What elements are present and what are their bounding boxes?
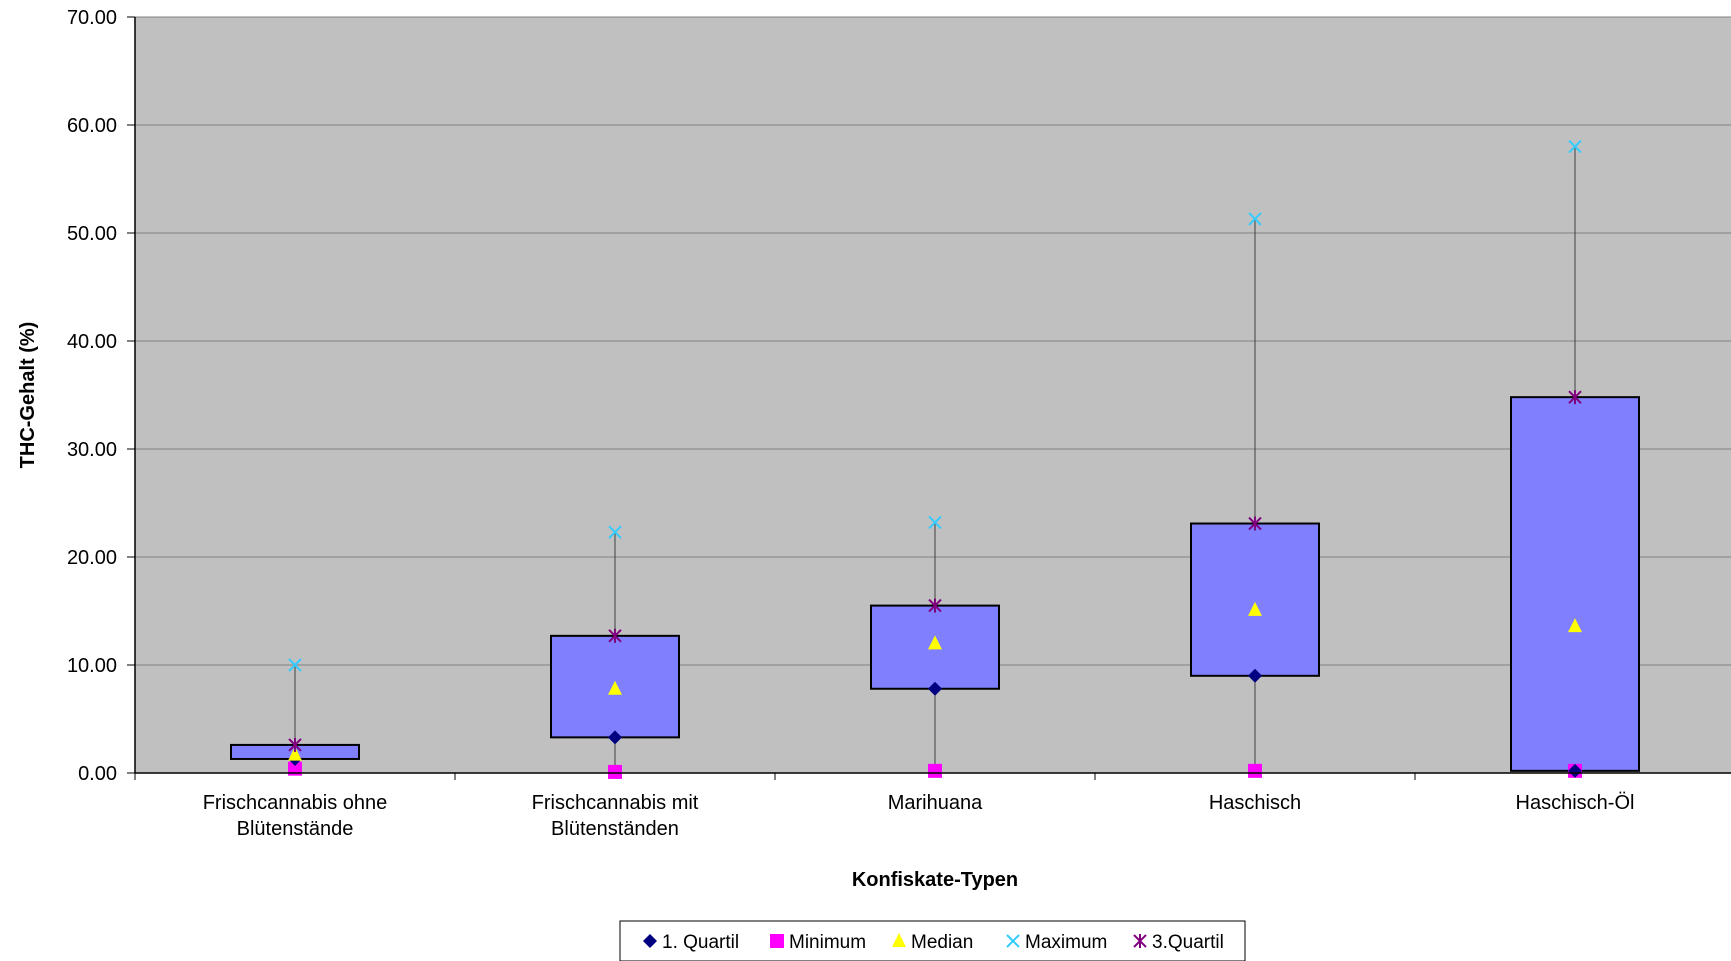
legend: 1. Quartil Minimum Median Maximum 3.Quartil (619, 920, 1246, 961)
x-tick-label: Blütenständen (551, 818, 679, 840)
data-point-x (608, 525, 622, 539)
data-point-triangle (1248, 601, 1262, 616)
legend-marker-diamond (643, 934, 657, 948)
data-point-star (928, 598, 942, 613)
x-tick-label: Blütenstände (237, 818, 354, 840)
marker-stroke (1568, 139, 1582, 154)
marker-stroke (928, 515, 942, 530)
x-tick-label: Marihuana (888, 792, 983, 814)
legend-item: 1. Quartil (643, 932, 739, 953)
data-point-square (288, 761, 302, 776)
y-axis-ticks: 0.00 10.00 20.00 30.00 40.00 50.00 60.00 70.00 (67, 7, 135, 785)
data-point-square (608, 764, 622, 779)
marker-stroke (1006, 934, 1020, 948)
data-markers (288, 139, 1582, 779)
legend-label: Maximum (1025, 932, 1107, 953)
data-point-triangle (1568, 618, 1582, 633)
legend-item: Maximum (1006, 932, 1107, 953)
x-tick-label: Frischcannabis ohne (203, 792, 388, 814)
data-point-x (288, 658, 302, 672)
box (1190, 522, 1320, 677)
data-point-triangle (928, 635, 942, 650)
data-point-triangle (608, 680, 622, 695)
data-point-x (1248, 212, 1262, 226)
legend-label: Minimum (789, 932, 866, 953)
data-point-x (1568, 139, 1582, 154)
y-tick-label: 40.00 (67, 331, 117, 353)
legend-marker-triangle (892, 933, 906, 947)
legend-label: Median (911, 932, 973, 953)
legend-item: Minimum (770, 932, 866, 953)
data-point-triangle (288, 746, 302, 761)
legend-marker-square (770, 934, 784, 948)
x-tick-label: Haschisch (1209, 792, 1301, 814)
data-point-diamond (1568, 763, 1582, 778)
legend-label: 1. Quartil (662, 932, 739, 953)
y-tick-label: 20.00 (67, 547, 117, 569)
y-tick-label: 30.00 (67, 439, 117, 461)
marker-stroke (288, 658, 302, 672)
legend-item: Median (892, 932, 973, 953)
marker-stroke (608, 525, 622, 539)
data-point-star (1568, 390, 1582, 405)
y-tick-label: 70.00 (67, 7, 117, 29)
y-tick-label: 50.00 (67, 223, 117, 245)
data-point-x (928, 515, 942, 530)
legend-marker-x (1006, 934, 1020, 948)
legend-marker-star (1133, 934, 1147, 948)
data-point-star (1248, 516, 1262, 531)
y-tick-label: 60.00 (67, 115, 117, 137)
data-point-square (1248, 763, 1262, 778)
data-point-diamond (1248, 668, 1262, 683)
legend-label: 3.Quartil (1152, 932, 1224, 953)
gridlines (135, 16, 1731, 666)
box (1510, 396, 1640, 772)
axes (134, 17, 1731, 774)
data-point-square (928, 763, 942, 778)
data-point-star (608, 628, 622, 643)
data-point-diamond (928, 681, 942, 696)
marker-stroke (1248, 212, 1262, 226)
x-tick-label: Haschisch-Öl (1516, 792, 1635, 814)
x-axis-ticks: Frischcannabis ohne Blütenstände Frischcan… (134, 773, 1635, 840)
x-tick-label: Frischcannabis mit (532, 792, 699, 814)
y-axis-title: THC-Gehalt (%) (17, 322, 39, 469)
x-axis-title: Konfiskate-Typen (852, 869, 1018, 891)
data-point-star (288, 737, 302, 752)
legend-item: 3.Quartil (1133, 932, 1224, 953)
y-tick-label: 10.00 (67, 655, 117, 677)
y-tick-label: 0.00 (78, 763, 117, 785)
data-point-diamond (608, 730, 622, 745)
